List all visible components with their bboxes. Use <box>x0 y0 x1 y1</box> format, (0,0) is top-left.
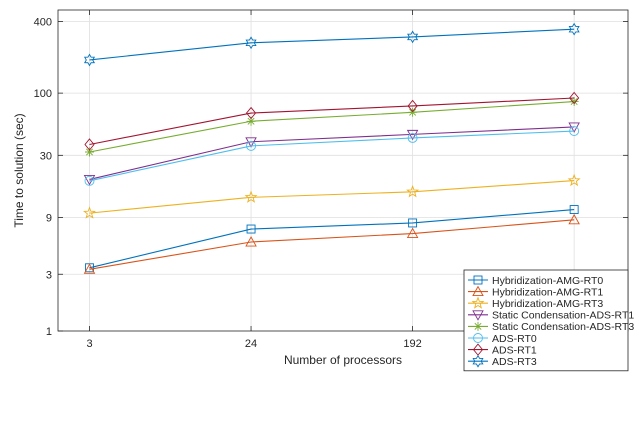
data-point <box>246 224 256 234</box>
data-point <box>407 99 418 113</box>
y-tick-label: 400 <box>34 17 52 29</box>
legend-entry: Hybridization-AMG-RT3 <box>468 296 603 310</box>
data-point <box>83 206 96 219</box>
data-point <box>567 173 581 187</box>
series-layer <box>83 22 581 274</box>
series-line <box>89 219 575 270</box>
x-tick-label: 24 <box>245 338 257 350</box>
y-tick-label: 9 <box>46 213 52 225</box>
series-hybridization-amg-rt1 <box>83 213 580 274</box>
legend-marker <box>471 296 485 309</box>
legend-entry: Static Condensation-ADS-RT1 <box>468 310 634 322</box>
legend-label: Hybridization-AMG-RT0 <box>492 275 603 287</box>
legend-label: Static Condensation-ADS-RT3 <box>492 321 634 333</box>
series-static-condensation-ads-rt1 <box>83 122 580 186</box>
x-tick-label: 3 <box>86 338 92 350</box>
y-tick-label: 3 <box>46 269 52 281</box>
legend-entry: ADS-RT0 <box>468 333 537 345</box>
data-point <box>568 22 580 36</box>
data-point <box>83 263 96 274</box>
y-tick-label: 30 <box>40 150 52 162</box>
data-point <box>245 106 257 120</box>
series-ads-rt0 <box>84 126 580 186</box>
series-line <box>89 100 575 153</box>
data-point <box>407 132 418 143</box>
data-point <box>406 185 420 198</box>
legend-marker <box>473 321 483 331</box>
series-line <box>89 209 575 269</box>
data-point <box>408 107 418 117</box>
data-point <box>569 91 580 105</box>
series-line <box>89 126 575 180</box>
series-line <box>89 130 575 182</box>
legend-label: ADS-RT1 <box>492 344 537 356</box>
data-point <box>569 126 580 136</box>
series-static-condensation-ads-rt3 <box>85 97 579 157</box>
legend-marker <box>472 354 484 368</box>
legend-label: ADS-RT0 <box>492 333 537 345</box>
grid <box>58 10 628 331</box>
legend-marker <box>473 275 483 285</box>
data-point <box>408 218 418 228</box>
legend-entry: Hybridization-AMG-RT0 <box>468 275 603 287</box>
legend-label: ADS-RT3 <box>492 356 537 368</box>
data-point <box>245 236 257 247</box>
data-point <box>569 97 579 107</box>
legend: Hybridization-AMG-RT0Hybridization-AMG-R… <box>463 269 634 372</box>
y-axis-label: Time to solution (sec) <box>12 113 26 227</box>
data-point <box>407 30 419 44</box>
data-point <box>245 36 257 50</box>
series-ads-rt1 <box>84 91 580 151</box>
legend-entry: Static Condensation-ADS-RT3 <box>468 321 634 333</box>
data-point <box>406 227 419 238</box>
data-point <box>569 205 579 214</box>
series-line <box>89 28 575 61</box>
series-ads-rt3 <box>83 22 580 67</box>
data-point <box>244 190 258 203</box>
data-point <box>84 138 95 151</box>
legend-entry: Hybridization-AMG-RT1 <box>468 285 603 298</box>
data-point <box>83 53 96 67</box>
x-axis-label: Number of processors <box>284 353 402 367</box>
legend-marker <box>472 310 484 321</box>
x-tick-label: 192 <box>403 338 421 350</box>
series-hybridization-amg-rt0 <box>85 205 579 273</box>
legend-label: Hybridization-AMG-RT1 <box>492 286 603 298</box>
plot-frame <box>57 9 629 332</box>
data-point <box>568 213 580 225</box>
series-line <box>89 180 575 214</box>
y-tick-label: 1 <box>46 326 52 338</box>
data-point <box>84 175 95 186</box>
y-tick-label: 100 <box>34 88 52 100</box>
data-point <box>246 116 256 126</box>
data-point <box>406 129 419 141</box>
series-line <box>89 97 575 146</box>
legend-label: Hybridization-AMG-RT3 <box>492 298 603 310</box>
data-point <box>246 140 257 151</box>
series-hybridization-amg-rt3 <box>83 173 581 219</box>
legend-box <box>463 269 629 372</box>
legend-label: Static Condensation-ADS-RT1 <box>492 310 634 322</box>
legend-marker <box>473 333 483 343</box>
legend-entry: ADS-RT3 <box>468 354 537 368</box>
data-point <box>85 147 94 157</box>
legend-marker <box>472 285 484 297</box>
